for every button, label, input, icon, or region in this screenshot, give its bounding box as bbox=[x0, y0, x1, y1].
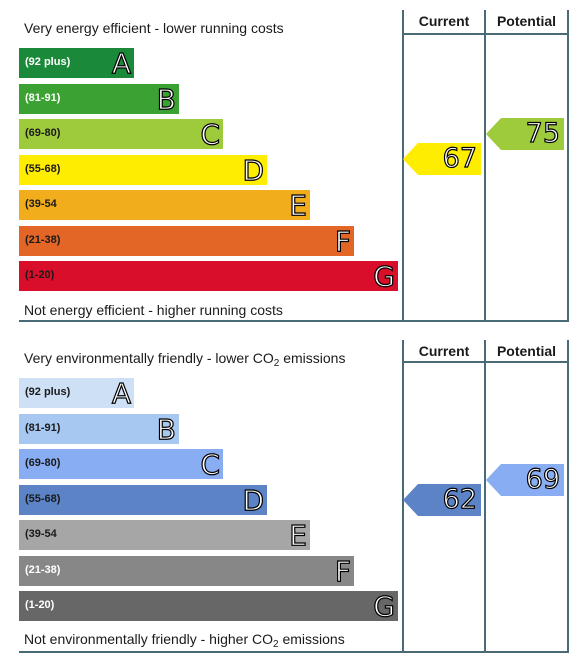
band-range-label: (21-38) bbox=[25, 233, 61, 246]
band-letter: C bbox=[200, 448, 221, 481]
rating-band-f: (21-38) F bbox=[19, 224, 354, 258]
current-rating-value: 62 bbox=[442, 483, 478, 515]
rating-band-d: (55-68) D bbox=[19, 483, 267, 517]
potential-rating-arrow: 69 bbox=[486, 463, 564, 496]
band-letter: B bbox=[156, 82, 176, 116]
current-rating-arrow: 67 bbox=[403, 142, 481, 175]
band-range-label: (81-91) bbox=[25, 91, 61, 104]
current-column-header: Current bbox=[418, 343, 470, 359]
rating-band-b: (81-91) B bbox=[19, 82, 179, 116]
rating-band-f: (21-38) F bbox=[19, 554, 354, 588]
panel-divider-current bbox=[402, 340, 404, 653]
band-letter: D bbox=[242, 153, 265, 187]
potential-rating-value: 75 bbox=[525, 117, 561, 149]
band-range-label: (81-91) bbox=[25, 421, 61, 434]
rating-band-e: (39-54 E bbox=[19, 519, 310, 552]
rating-band-a: (92 plus) A bbox=[19, 377, 134, 410]
band-letter: A bbox=[111, 47, 131, 80]
band-letter: G bbox=[373, 590, 396, 623]
rating-band-c: (69-80) C bbox=[19, 118, 223, 151]
band-range-label: (69-80) bbox=[25, 127, 61, 139]
potential-column-header: Potential bbox=[496, 343, 557, 359]
arrow-shape bbox=[403, 143, 481, 175]
rating-band-b: (81-91) B bbox=[19, 412, 179, 446]
band-range-label: (1-20) bbox=[25, 599, 55, 611]
panel-header-rule bbox=[402, 361, 569, 363]
top-caption: Very environmentally friendly - lower CO… bbox=[24, 350, 346, 369]
potential-column-header: Potential bbox=[496, 13, 557, 29]
environmental-impact-chart: Current Potential Very environmentally f… bbox=[19, 340, 569, 653]
rating-band-e: (39-54 E bbox=[19, 189, 310, 222]
rating-band-a: (92 plus) A bbox=[19, 47, 134, 80]
rating-band-d: (55-68) D bbox=[19, 153, 267, 187]
rating-band-g: (1-20) G bbox=[19, 260, 398, 293]
panel-bottom-rule bbox=[19, 651, 569, 653]
band-range-label: (69-80) bbox=[25, 457, 61, 469]
band-range-label: (39-54 bbox=[25, 198, 57, 210]
energy-efficiency-chart: Current Potential Very energy efficient … bbox=[19, 10, 569, 322]
bottom-caption: Not energy efficient - higher running co… bbox=[24, 302, 283, 318]
band-letter: E bbox=[289, 189, 308, 222]
band-range-label: (55-68) bbox=[25, 492, 61, 505]
panel-header-rule bbox=[402, 33, 569, 35]
band-range-label: (92 plus) bbox=[25, 386, 71, 398]
band-range-label: (1-20) bbox=[25, 269, 55, 281]
panel-divider-potential bbox=[484, 10, 486, 322]
panel-divider-right bbox=[567, 340, 569, 653]
current-column-header: Current bbox=[418, 13, 470, 29]
current-rating-value: 67 bbox=[442, 142, 478, 174]
arrow-shape bbox=[486, 464, 564, 496]
band-range-label: (92 plus) bbox=[25, 56, 71, 68]
potential-rating-arrow: 75 bbox=[486, 117, 564, 150]
panel-divider-potential bbox=[484, 340, 486, 653]
bottom-caption: Not environmentally friendly - higher CO… bbox=[24, 631, 345, 650]
band-letter: E bbox=[289, 519, 308, 552]
band-letter: G bbox=[373, 260, 396, 293]
band-range-label: (55-68) bbox=[25, 162, 61, 175]
arrow-shape bbox=[403, 484, 481, 516]
band-letter: D bbox=[242, 483, 265, 517]
rating-band-g: (1-20) G bbox=[19, 590, 398, 623]
band-letter: F bbox=[334, 224, 351, 258]
band-range-label: (39-54 bbox=[25, 528, 57, 540]
panel-bottom-rule bbox=[19, 320, 569, 322]
arrow-shape bbox=[486, 118, 564, 150]
band-letter: F bbox=[334, 554, 351, 588]
current-rating-arrow: 62 bbox=[403, 483, 481, 516]
band-letter: C bbox=[200, 118, 221, 151]
panel-divider-right bbox=[567, 10, 569, 322]
rating-band-c: (69-80) C bbox=[19, 448, 223, 481]
band-letter: B bbox=[156, 412, 176, 446]
band-range-label: (21-38) bbox=[25, 563, 61, 576]
potential-rating-value: 69 bbox=[525, 463, 561, 495]
band-letter: A bbox=[111, 377, 131, 410]
top-caption: Very energy efficient - lower running co… bbox=[24, 20, 284, 36]
panel-divider-current bbox=[402, 10, 404, 322]
